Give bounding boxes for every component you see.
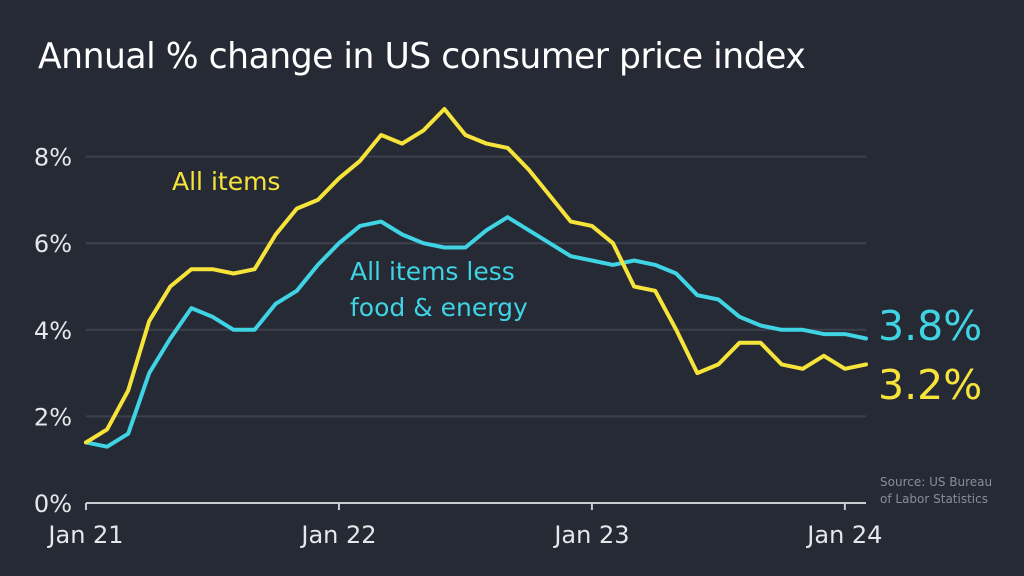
- gridlines: [86, 155, 866, 418]
- x-tick-label: Jan 23: [552, 521, 629, 549]
- source-line-2: of Labor Statistics: [880, 492, 988, 506]
- series-lines: [84, 107, 868, 449]
- y-tick-label: 2%: [34, 403, 72, 431]
- end-label-core: 3.8%: [878, 302, 982, 350]
- series-line-core: [84, 215, 868, 449]
- x-tick-label: Jan 24: [805, 521, 882, 549]
- series-label-core-line2: food & energy: [350, 293, 528, 322]
- series-line-all-items: [84, 107, 868, 445]
- source-line-1: Source: US Bureau: [880, 475, 992, 489]
- y-tick-label: 0%: [34, 490, 72, 518]
- end-label-all-items: 3.2%: [878, 361, 982, 409]
- y-tick-label: 4%: [34, 317, 72, 345]
- x-axis: Jan 21 Jan 22 Jan 23 Jan 24: [46, 502, 882, 549]
- chart-title: Annual % change in US consumer price ind…: [38, 36, 806, 77]
- series-label-all-items: All items: [172, 167, 280, 196]
- y-axis-ticks: 0% 2% 4% 6% 8%: [34, 144, 72, 518]
- series-labels: All items All items less food & energy 3…: [172, 167, 982, 409]
- x-tick-label: Jan 22: [299, 521, 376, 549]
- x-tick-label: Jan 21: [46, 521, 123, 549]
- source-note: Source: US Bureau of Labor Statistics: [880, 475, 992, 506]
- series-label-core-line1: All items less: [350, 257, 515, 286]
- y-tick-label: 6%: [34, 230, 72, 258]
- y-tick-label: 8%: [34, 144, 72, 172]
